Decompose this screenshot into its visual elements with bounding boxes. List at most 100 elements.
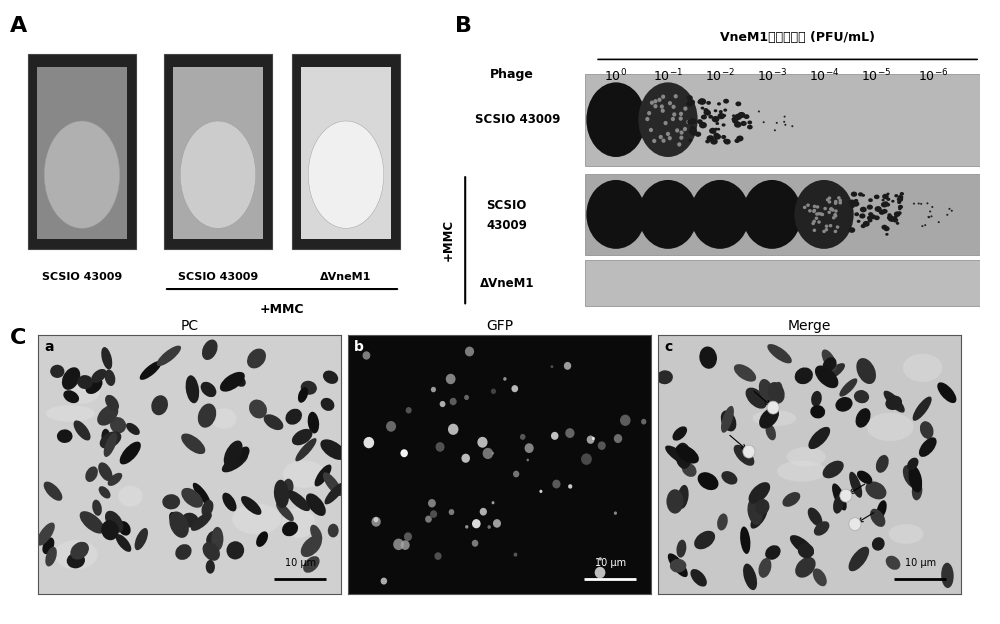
Text: $10^{-3}$: $10^{-3}$	[757, 68, 787, 85]
Ellipse shape	[201, 500, 213, 517]
Ellipse shape	[206, 530, 220, 548]
Ellipse shape	[564, 362, 571, 370]
Ellipse shape	[224, 441, 243, 467]
Ellipse shape	[703, 108, 708, 112]
Ellipse shape	[688, 99, 695, 105]
Text: A: A	[10, 16, 27, 36]
Ellipse shape	[920, 203, 922, 205]
Ellipse shape	[812, 210, 816, 213]
Ellipse shape	[714, 134, 721, 140]
Ellipse shape	[863, 221, 870, 227]
Ellipse shape	[706, 111, 711, 115]
Ellipse shape	[595, 567, 605, 578]
Ellipse shape	[675, 129, 679, 132]
Ellipse shape	[776, 122, 778, 124]
Ellipse shape	[661, 139, 666, 143]
Ellipse shape	[400, 449, 408, 457]
Ellipse shape	[371, 517, 381, 527]
Ellipse shape	[65, 378, 100, 404]
Ellipse shape	[853, 201, 859, 207]
Ellipse shape	[74, 421, 91, 441]
Ellipse shape	[690, 125, 694, 129]
Ellipse shape	[808, 507, 822, 526]
Ellipse shape	[691, 130, 697, 135]
Ellipse shape	[514, 553, 517, 557]
Ellipse shape	[712, 116, 719, 122]
Ellipse shape	[440, 401, 445, 407]
Ellipse shape	[203, 542, 220, 561]
Ellipse shape	[671, 117, 675, 121]
Ellipse shape	[586, 82, 646, 157]
Ellipse shape	[823, 461, 844, 479]
Ellipse shape	[742, 180, 802, 249]
Ellipse shape	[671, 105, 676, 109]
Ellipse shape	[870, 509, 885, 527]
Ellipse shape	[182, 513, 199, 527]
Text: a: a	[44, 340, 54, 354]
Ellipse shape	[315, 464, 331, 487]
Ellipse shape	[491, 389, 496, 394]
Ellipse shape	[45, 547, 57, 567]
Ellipse shape	[364, 437, 374, 448]
Text: $10^{-4}$: $10^{-4}$	[809, 68, 839, 85]
Ellipse shape	[649, 128, 653, 132]
Text: SCSIO 43009: SCSIO 43009	[178, 272, 258, 282]
Ellipse shape	[592, 437, 595, 440]
Ellipse shape	[282, 522, 298, 536]
Ellipse shape	[951, 210, 953, 212]
Ellipse shape	[898, 205, 903, 209]
Ellipse shape	[828, 200, 831, 203]
Ellipse shape	[303, 556, 320, 573]
Ellipse shape	[201, 382, 216, 397]
Ellipse shape	[874, 195, 877, 198]
Ellipse shape	[690, 569, 707, 587]
Ellipse shape	[686, 120, 690, 124]
Ellipse shape	[723, 139, 728, 143]
Ellipse shape	[264, 414, 283, 430]
Ellipse shape	[695, 132, 701, 137]
Ellipse shape	[897, 197, 903, 202]
Ellipse shape	[883, 202, 888, 205]
Ellipse shape	[798, 544, 814, 558]
Ellipse shape	[734, 122, 742, 128]
Ellipse shape	[734, 139, 740, 143]
Ellipse shape	[707, 135, 714, 142]
Ellipse shape	[191, 512, 212, 531]
Ellipse shape	[822, 349, 837, 371]
Ellipse shape	[689, 127, 697, 134]
Ellipse shape	[782, 492, 800, 507]
Ellipse shape	[834, 230, 837, 233]
Ellipse shape	[503, 377, 507, 381]
Ellipse shape	[581, 454, 592, 465]
Ellipse shape	[763, 121, 765, 123]
Ellipse shape	[46, 405, 95, 422]
Ellipse shape	[85, 466, 98, 482]
Ellipse shape	[819, 212, 823, 216]
Ellipse shape	[832, 216, 836, 220]
Ellipse shape	[830, 207, 833, 210]
Ellipse shape	[44, 121, 120, 228]
Ellipse shape	[715, 122, 719, 125]
Ellipse shape	[448, 424, 458, 435]
Ellipse shape	[323, 371, 338, 384]
Ellipse shape	[765, 424, 776, 441]
Ellipse shape	[721, 471, 737, 485]
Ellipse shape	[813, 568, 827, 587]
Ellipse shape	[937, 383, 956, 403]
Ellipse shape	[37, 522, 55, 545]
Ellipse shape	[653, 104, 658, 109]
Ellipse shape	[101, 429, 111, 446]
Ellipse shape	[837, 196, 841, 200]
Ellipse shape	[884, 391, 905, 412]
Ellipse shape	[256, 532, 268, 547]
Ellipse shape	[295, 438, 317, 461]
Ellipse shape	[719, 114, 723, 117]
Ellipse shape	[787, 447, 826, 467]
Ellipse shape	[890, 219, 894, 222]
Ellipse shape	[857, 470, 872, 484]
Ellipse shape	[552, 480, 561, 489]
Ellipse shape	[806, 203, 810, 207]
Ellipse shape	[614, 512, 617, 515]
Ellipse shape	[808, 209, 812, 213]
Ellipse shape	[823, 207, 827, 210]
